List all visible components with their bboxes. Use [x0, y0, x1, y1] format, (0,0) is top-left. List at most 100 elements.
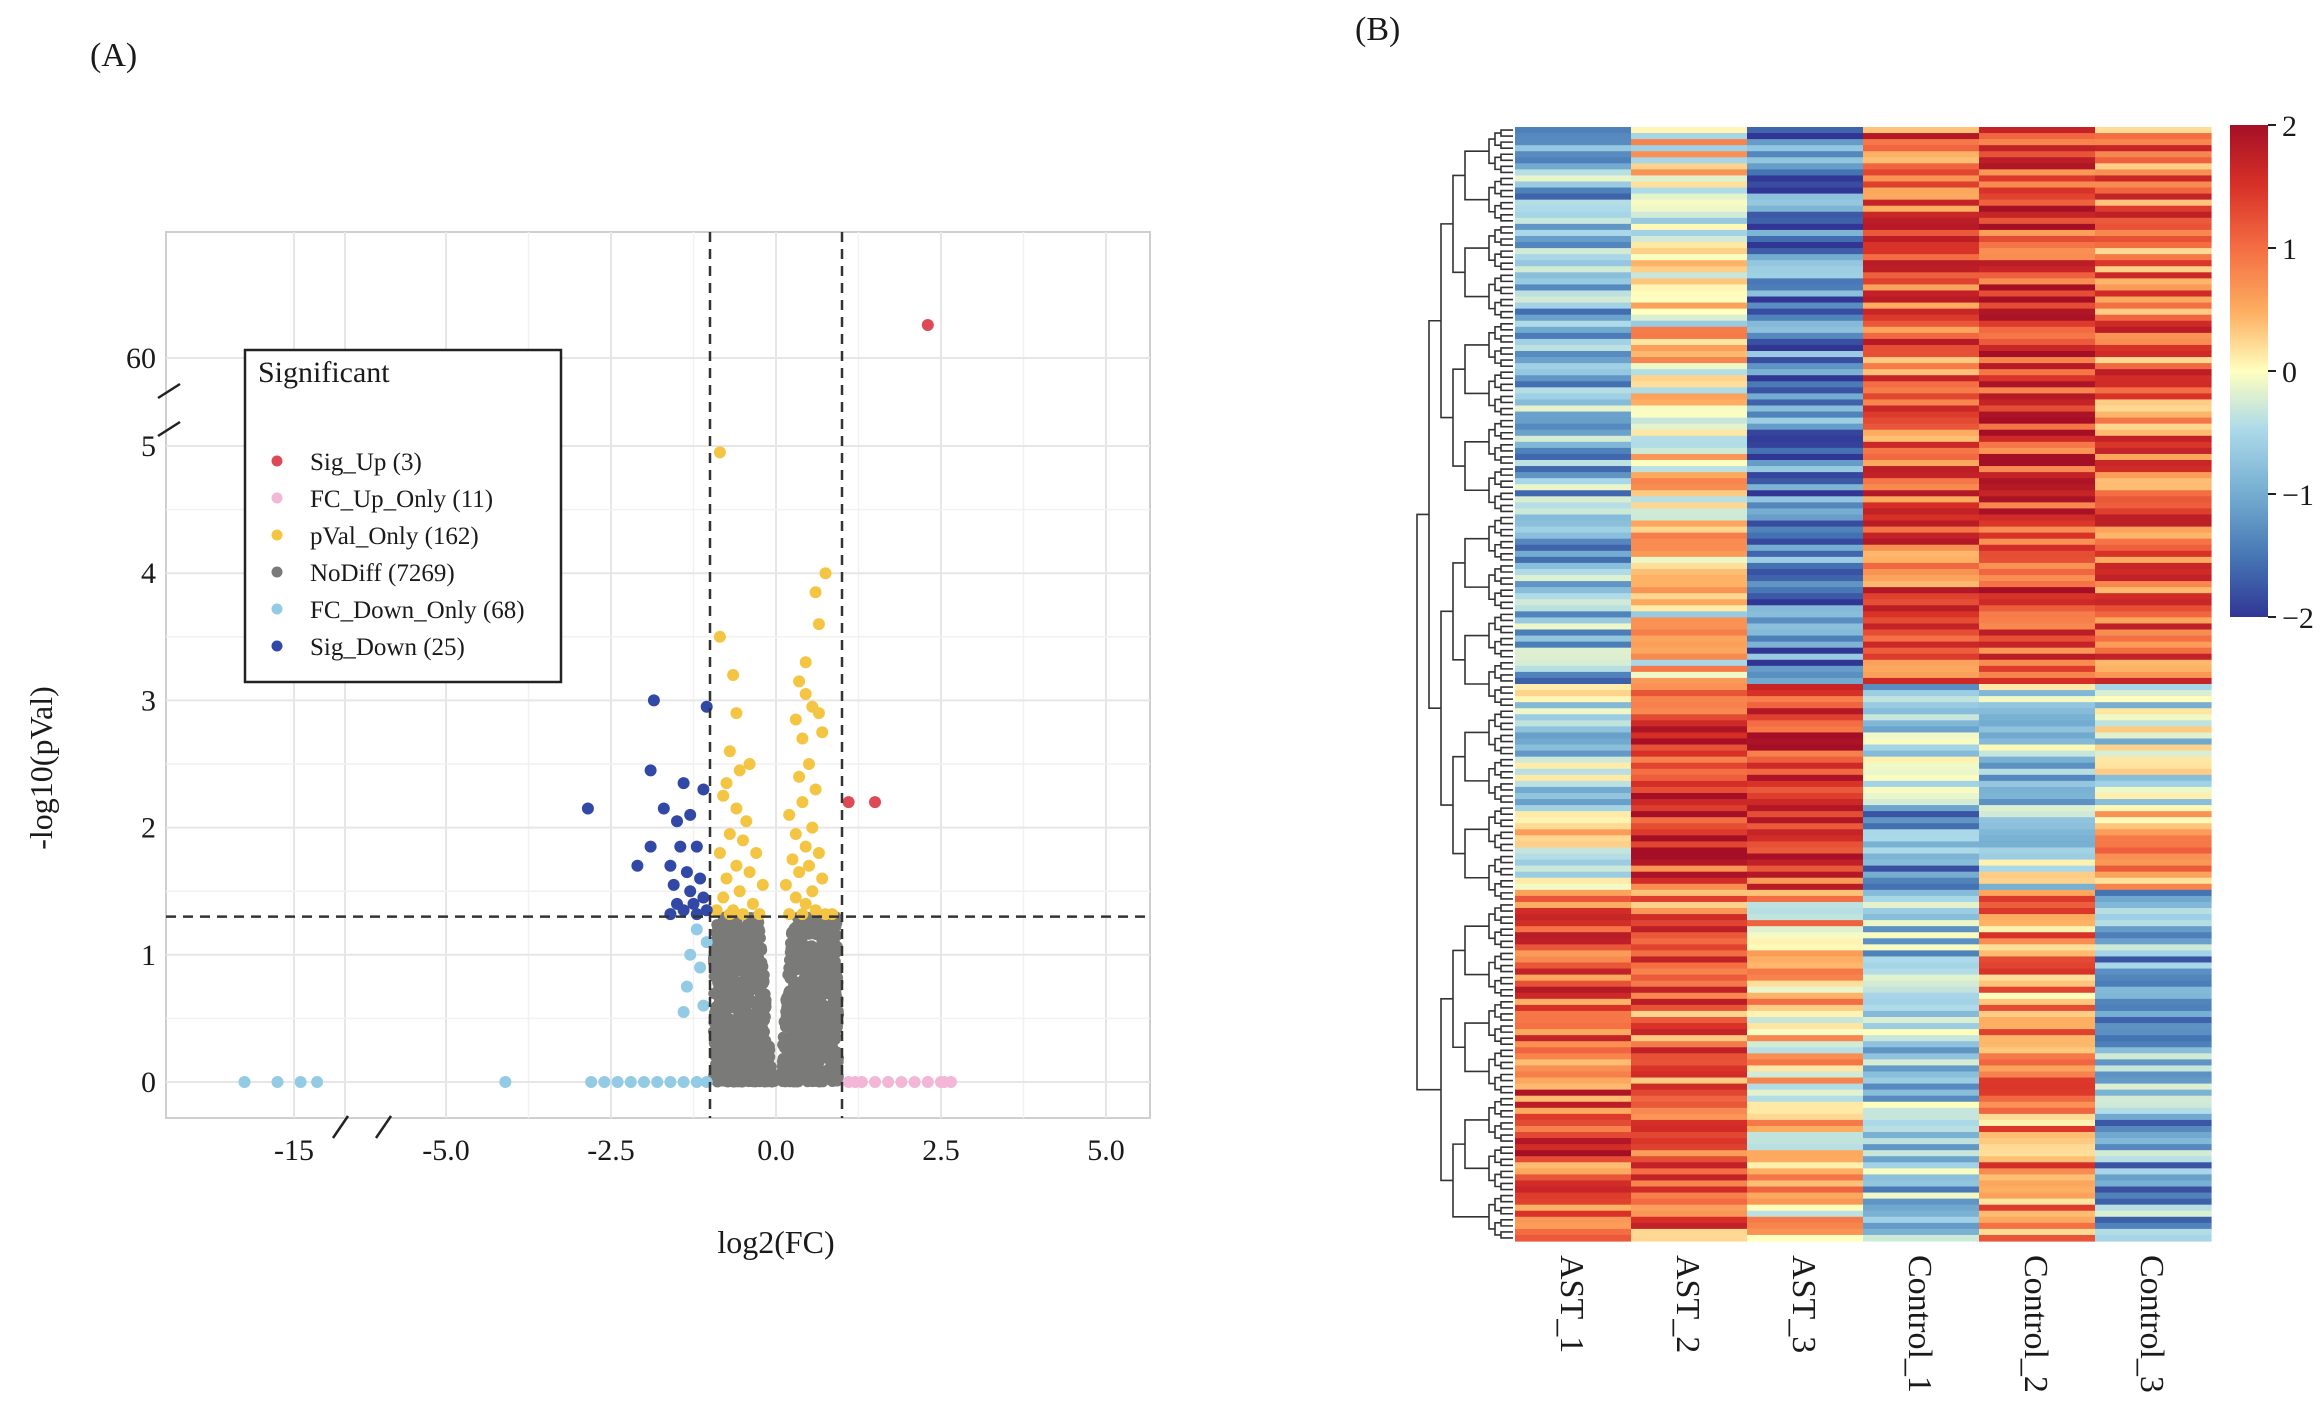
- heatmap-cell: [1515, 914, 1632, 921]
- heatmap-cell: [1863, 847, 1980, 855]
- heatmap-cell: [1747, 659, 1864, 667]
- heatmap-cell: [2095, 932, 2212, 939]
- nodiff-point: [731, 1051, 743, 1063]
- heatmap-cell: [1747, 1089, 1864, 1097]
- heatmap-cell: [1747, 1125, 1864, 1133]
- dendrogram-branch: [1464, 731, 1489, 782]
- heatmap-cell: [1747, 538, 1864, 546]
- heatmap-cell: [1863, 139, 1980, 146]
- heatmap-cell: [2095, 381, 2212, 388]
- heatmap-cell: [2095, 962, 2212, 970]
- heatmap-cell: [1979, 229, 2096, 237]
- dendrogram-branch: [1488, 428, 1495, 455]
- point-pVal_Only: [723, 908, 736, 921]
- point-FC_Down_Only: [499, 1076, 512, 1088]
- nodiff-point: [724, 971, 736, 983]
- heatmap-cell: [2095, 1095, 2212, 1103]
- heatmap-cell: [1631, 1107, 1748, 1115]
- heatmap-cell: [1747, 181, 1864, 189]
- heatmap-cell: [1863, 181, 1980, 189]
- heatmap-cell: [1515, 684, 1632, 691]
- heatmap-cell: [2095, 284, 2212, 292]
- heatmap-cell: [1863, 865, 1980, 873]
- nodiff-point: [825, 922, 837, 934]
- heatmap-cell: [1631, 605, 1748, 612]
- heatmap-cell: [1515, 1234, 1632, 1242]
- heatmap-cell: [1979, 956, 2096, 964]
- heatmap-cell: [2095, 266, 2212, 273]
- heatmap-cell: [2095, 1023, 2212, 1030]
- heatmap-cell: [1747, 1113, 1864, 1121]
- heatmap-cell: [1515, 145, 1632, 152]
- heatmap-cell: [1863, 1144, 1980, 1151]
- heatmap-cell: [2095, 677, 2212, 685]
- heatmap-cell: [1979, 998, 2096, 1006]
- heatmap-cell: [1747, 278, 1864, 286]
- heatmap-cell: [2095, 417, 2212, 425]
- heatmap-cell: [2095, 163, 2212, 170]
- heatmap-cell: [1979, 1204, 2096, 1212]
- heatmap-cell: [1515, 290, 1632, 298]
- heatmap-cell: [1979, 1029, 2096, 1036]
- dendrogram-branch: [1464, 634, 1489, 685]
- heatmap-cell: [1631, 1144, 1748, 1151]
- heatmap-cell: [1515, 1138, 1632, 1145]
- heatmap-cell: [1863, 750, 1980, 758]
- point-pVal_Only: [806, 885, 819, 898]
- nodiff-point: [784, 964, 796, 976]
- nodiff-point: [744, 976, 756, 988]
- heatmap-cell: [1631, 417, 1748, 425]
- dendrogram-branch: [1500, 540, 1513, 549]
- point-Sig_Down: [647, 694, 660, 707]
- heatmap-cell: [1863, 127, 1980, 134]
- heatmap-cell: [1747, 732, 1864, 740]
- heatmap-cell: [1515, 690, 1632, 697]
- heatmap-cell: [1863, 647, 1980, 655]
- heatmap-cell: [1863, 962, 1980, 970]
- heatmap-cell: [1979, 1210, 2096, 1218]
- heatmap-cell: [1631, 938, 1748, 945]
- dendrogram-branch: [1500, 819, 1513, 828]
- heatmap-cell: [1747, 696, 1864, 703]
- heatmap-cell: [1631, 314, 1748, 322]
- dendrogram-branch: [1500, 637, 1513, 646]
- heatmap-cell: [1631, 459, 1748, 467]
- heatmap-cell: [1747, 532, 1864, 540]
- dendrogram-branch: [1488, 671, 1495, 697]
- point-FC_Down_Only: [690, 923, 703, 936]
- heatmap-cell: [2095, 859, 2212, 867]
- heatmap-cell: [1863, 145, 1980, 152]
- nodiff-point: [800, 1029, 812, 1041]
- heatmap-cell: [1979, 175, 2096, 183]
- heatmap-cell: [2095, 393, 2212, 401]
- heatmap-cell: [2095, 139, 2212, 146]
- colorbar-tick-label: 0: [2282, 356, 2297, 389]
- column-label: AST_3: [1785, 1255, 1822, 1353]
- heatmap-cell: [1979, 1041, 2096, 1048]
- heatmap-cell: [2095, 1162, 2212, 1169]
- heatmap-cell: [1979, 223, 2096, 231]
- dendrogram-branch: [1500, 165, 1513, 174]
- heatmap-cell: [2095, 484, 2212, 491]
- dendrogram-branch: [1500, 347, 1513, 355]
- dendrogram-branch: [1500, 335, 1513, 343]
- heatmap-cell: [1515, 1071, 1632, 1079]
- heatmap-cell: [1863, 157, 1980, 164]
- x-tick-label: -15: [274, 1134, 314, 1167]
- dendrogram-branch: [1500, 1194, 1513, 1203]
- heatmap-cell: [1979, 696, 2096, 703]
- legend-marker-pVal_Only: [271, 529, 283, 541]
- heatmap-cell: [2095, 908, 2212, 915]
- heatmap-cell: [1863, 423, 1980, 431]
- point-pVal_Only: [730, 707, 743, 720]
- heatmap-cell: [1631, 133, 1748, 140]
- heatmap-cell: [1979, 938, 2096, 945]
- heatmap-cell: [1863, 714, 1980, 721]
- heatmap-cell: [2095, 665, 2212, 673]
- point-pVal_Only: [713, 630, 726, 643]
- heatmap-cell: [1979, 1077, 2096, 1085]
- heatmap-cell: [1747, 544, 1864, 552]
- heatmap-cell: [1515, 211, 1632, 219]
- heatmap-cell: [1747, 556, 1864, 564]
- heatmap-cell: [1863, 799, 1980, 806]
